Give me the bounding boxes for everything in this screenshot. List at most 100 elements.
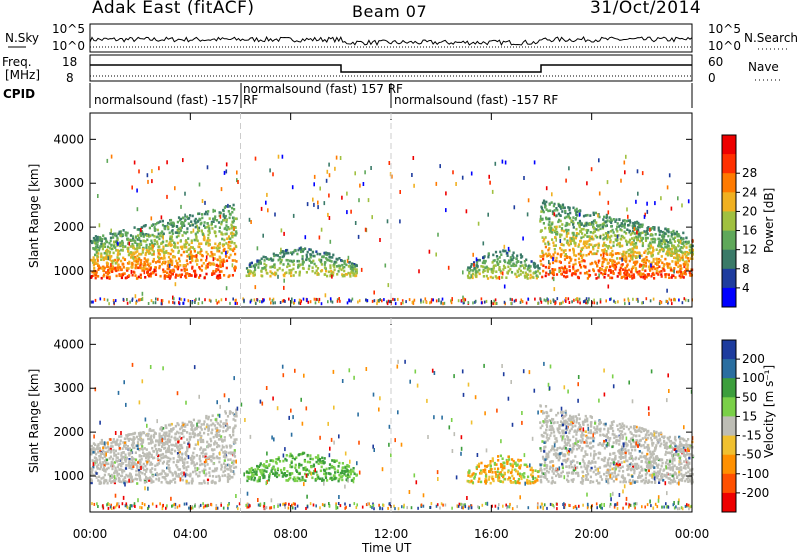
echo-cell: [118, 249, 121, 253]
echo-cell: [617, 261, 620, 265]
echo-cell: [435, 181, 438, 186]
echo-cell: [679, 267, 682, 271]
echo-cell: [442, 302, 444, 306]
echo-cell: [297, 248, 300, 252]
echo-cell: [312, 464, 316, 468]
echo-cell: [495, 276, 498, 280]
echo-cell: [97, 450, 100, 454]
echo-cell: [91, 473, 94, 477]
echo-cell: [411, 173, 413, 177]
echo-cell: [366, 299, 369, 303]
echo-cell: [311, 457, 314, 461]
echo-cell: [596, 264, 599, 267]
echo-cell: [473, 261, 476, 264]
echo-cell: [150, 216, 153, 221]
echo-cell: [653, 273, 656, 277]
echo-cell: [195, 454, 198, 457]
echo-cell: [501, 480, 505, 484]
echo-cell: [225, 419, 228, 422]
echo-cell: [123, 258, 126, 261]
echo-cell: [285, 249, 288, 252]
echo-cell: [460, 299, 463, 303]
echo-cell: [623, 230, 626, 234]
echo-cell: [565, 268, 568, 271]
echo-cell: [490, 270, 493, 273]
echo-cell: [142, 468, 146, 472]
echo-cell: [594, 234, 597, 238]
echo-cell: [343, 265, 346, 269]
echo-cell: [90, 470, 93, 474]
echo-cell: [666, 264, 669, 268]
echo-cell: [471, 276, 474, 280]
echo-cell: [529, 265, 532, 268]
echo-cell: [113, 301, 115, 305]
echo-cell: [542, 257, 545, 261]
echo-cell: [308, 460, 312, 464]
echo-cell: [674, 246, 677, 249]
echo-cell: [148, 456, 151, 459]
echo-cell: [103, 473, 106, 477]
echo-cell: [195, 257, 198, 261]
echo-cell: [147, 302, 150, 305]
echo-cell: [548, 226, 551, 230]
echo-cell: [232, 221, 235, 224]
echo-cell: [190, 241, 193, 244]
echo-cell: [663, 263, 666, 266]
echo-cell: [566, 222, 569, 225]
echo-cell: [178, 447, 182, 450]
echo-cell: [592, 226, 595, 230]
echo-cell: [269, 265, 272, 269]
echo-cell: [529, 273, 532, 277]
echo-cell: [226, 467, 229, 471]
echo-cell: [172, 443, 175, 447]
echo-cell: [673, 236, 677, 239]
echo-cell: [191, 214, 194, 218]
echo-cell: [307, 267, 310, 271]
echo-cell: [274, 461, 278, 464]
echo-cell: [597, 228, 600, 232]
echo-cell: [170, 452, 173, 455]
echo-cell: [646, 201, 648, 206]
echo-cell: [279, 252, 282, 255]
echo-cell: [341, 471, 344, 474]
echo-cell: [270, 470, 273, 473]
echo-cell: [298, 464, 301, 467]
echo-cell: [174, 424, 177, 428]
echo-cell: [121, 469, 125, 472]
echo-cell: [227, 458, 230, 462]
echo-cell: [279, 257, 282, 260]
echo-cell: [613, 234, 616, 237]
echo-cell: [329, 264, 332, 267]
echo-cell: [584, 265, 587, 269]
echo-cell: [139, 253, 142, 256]
echo-cell: [635, 297, 638, 301]
echo-cell: [222, 213, 225, 216]
echo-cell: [562, 251, 565, 254]
echo-cell: [98, 223, 101, 228]
echo-cell: [130, 256, 133, 259]
echo-cell: [470, 274, 472, 279]
echo-cell: [146, 238, 149, 242]
echo-cell: [546, 254, 550, 257]
echo-cell: [679, 248, 682, 251]
echo-cell: [188, 432, 191, 435]
echo-cell: [681, 301, 684, 305]
echo-cell: [463, 299, 465, 303]
echo-cell: [572, 216, 575, 219]
echo-cell: [216, 301, 218, 305]
echo-cell: [325, 467, 328, 471]
echo-cell: [158, 448, 161, 451]
echo-cell: [279, 301, 282, 304]
echo-cell: [298, 273, 301, 277]
echo-cell: [670, 235, 673, 238]
echo-cell: [145, 246, 148, 249]
echo-cell: [183, 264, 187, 267]
echo-cell: [559, 255, 562, 258]
echo-cell: [205, 416, 208, 420]
echo-cell: [231, 470, 234, 473]
echo-cell: [176, 241, 179, 245]
echo-cell: [311, 251, 315, 254]
echo-cell: [588, 274, 592, 277]
echo-cell: [531, 474, 534, 478]
echo-cell: [674, 276, 677, 279]
